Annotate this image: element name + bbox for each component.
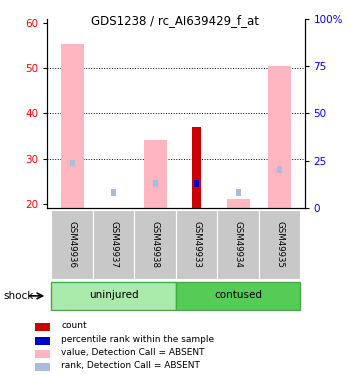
Bar bbox=[51, 282, 176, 310]
Bar bbox=[217, 210, 259, 279]
Text: GSM49933: GSM49933 bbox=[192, 221, 201, 268]
Text: rank, Detection Call = ABSENT: rank, Detection Call = ABSENT bbox=[61, 361, 200, 370]
Bar bbox=[35, 337, 50, 345]
Text: GDS1238 / rc_AI639429_f_at: GDS1238 / rc_AI639429_f_at bbox=[91, 14, 259, 27]
Bar bbox=[70, 160, 75, 166]
Bar bbox=[268, 66, 291, 208]
Bar bbox=[51, 210, 93, 279]
Bar bbox=[134, 210, 176, 279]
Bar bbox=[61, 44, 84, 208]
Text: contused: contused bbox=[214, 290, 262, 300]
Bar bbox=[35, 324, 50, 331]
Bar bbox=[35, 350, 50, 358]
Bar bbox=[35, 363, 50, 370]
Bar bbox=[194, 180, 199, 187]
Text: GSM49938: GSM49938 bbox=[150, 221, 160, 268]
Bar bbox=[144, 141, 167, 208]
Bar bbox=[277, 166, 282, 173]
Text: GSM49935: GSM49935 bbox=[275, 221, 284, 268]
Text: shock: shock bbox=[4, 291, 34, 301]
Bar bbox=[153, 180, 158, 187]
Text: GSM49937: GSM49937 bbox=[109, 221, 118, 268]
Text: count: count bbox=[61, 321, 87, 330]
Bar bbox=[236, 189, 240, 196]
Text: GSM49934: GSM49934 bbox=[233, 221, 243, 268]
Text: value, Detection Call = ABSENT: value, Detection Call = ABSENT bbox=[61, 348, 205, 357]
Bar bbox=[192, 127, 201, 208]
Bar bbox=[176, 282, 300, 310]
Text: percentile rank within the sample: percentile rank within the sample bbox=[61, 335, 214, 344]
Text: uninjured: uninjured bbox=[89, 290, 139, 300]
Text: GSM49936: GSM49936 bbox=[68, 221, 77, 268]
Bar bbox=[227, 199, 250, 208]
Bar bbox=[259, 210, 300, 279]
Bar bbox=[93, 210, 134, 279]
Bar bbox=[176, 210, 217, 279]
Bar bbox=[111, 189, 116, 196]
